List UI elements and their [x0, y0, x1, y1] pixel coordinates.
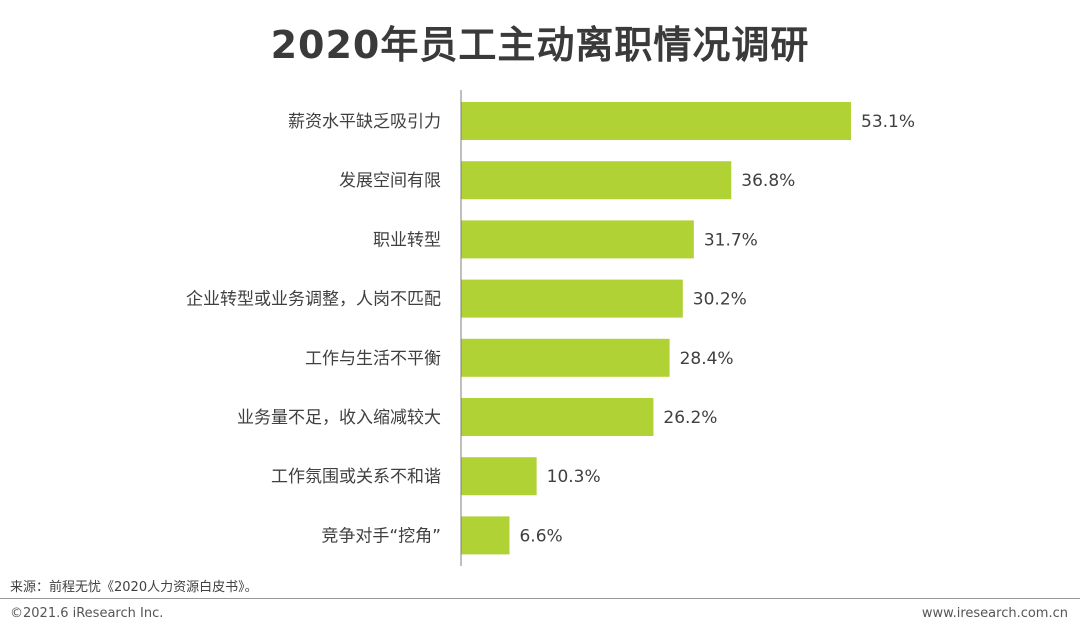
value-label-4: 30.2% [693, 290, 747, 310]
bar-4 [461, 279, 683, 318]
bar-7 [461, 457, 537, 496]
copyright-text: ©2021.6 iResearch Inc. [10, 606, 164, 621]
bar-8 [461, 516, 510, 555]
source-note: 来源：前程无忧《2020人力资源白皮书》。 [10, 580, 258, 595]
value-label-2: 36.8% [741, 171, 795, 191]
value-label-6: 26.2% [663, 408, 717, 428]
bar-2 [461, 161, 732, 200]
value-label-1: 53.1% [861, 112, 915, 132]
value-label-8: 6.6% [519, 526, 562, 546]
bar-6 [461, 398, 654, 436]
value-label-5: 28.4% [680, 349, 734, 369]
category-label-4: 企业转型或业务调整，人岗不匹配 [186, 290, 441, 310]
category-label-5: 工作与生活不平衡 [305, 349, 441, 369]
bar-3 [461, 220, 694, 259]
category-label-2: 发展空间有限 [339, 171, 441, 191]
value-label-3: 31.7% [704, 230, 758, 250]
category-label-3: 职业转型 [373, 230, 441, 250]
category-label-7: 工作氛围或关系不和谐 [271, 467, 441, 487]
category-label-6: 业务量不足，收入缩减较大 [237, 408, 441, 428]
website-text: www.iresearch.com.cn [921, 606, 1068, 621]
chart-title: 2020年员工主动离职情况调研 [270, 23, 810, 67]
category-label-8: 竞争对手“挖角” [321, 526, 441, 546]
value-label-7: 10.3% [547, 467, 601, 487]
footer-divider [0, 598, 1080, 599]
bars-group [461, 102, 851, 555]
category-labels: 薪资水平缺乏吸引力发展空间有限职业转型企业转型或业务调整，人岗不匹配工作与生活不… [186, 112, 441, 546]
value-labels: 53.1% 36.8% 31.7% 30.2% 28.4% 26.2% 10.3% 6.6% [519, 112, 915, 546]
bar-5 [461, 338, 670, 377]
bar-1 [461, 102, 851, 140]
category-label-1: 薪资水平缺乏吸引力 [288, 112, 441, 132]
